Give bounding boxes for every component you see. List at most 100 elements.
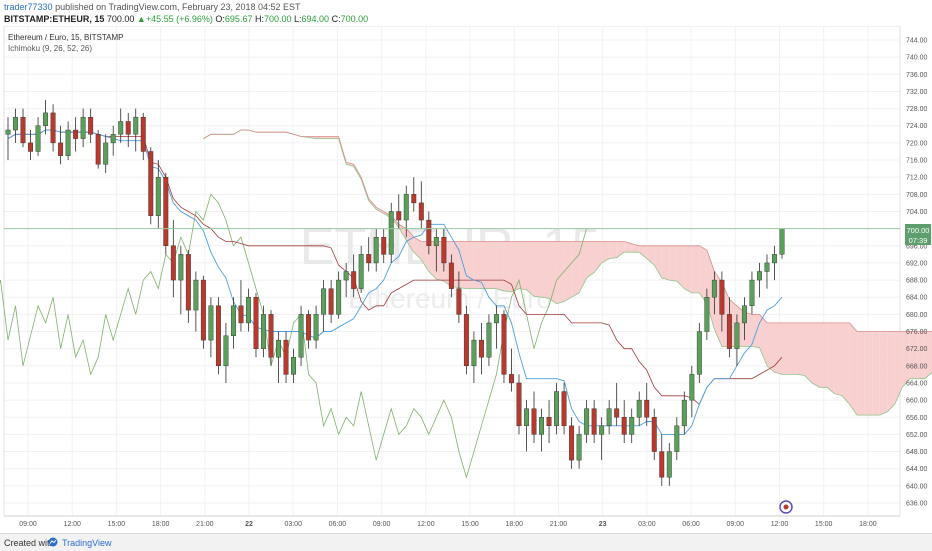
candle[interactable] [779,228,785,259]
candle[interactable] [569,417,575,469]
candle[interactable] [163,172,169,255]
candle[interactable] [696,322,702,383]
candle[interactable] [185,250,191,323]
candle[interactable] [358,245,364,293]
candle[interactable] [584,400,590,443]
candle[interactable] [711,271,717,315]
price-chart[interactable]: ETHEUR, 15 Ethereum / Euro 636.00640.006… [0,26,932,533]
candle[interactable] [35,117,41,156]
candle[interactable] [321,280,327,332]
candle[interactable] [546,400,552,443]
candle[interactable] [65,121,71,161]
candle[interactable] [726,297,732,358]
candle[interactable] [5,117,11,161]
candle[interactable] [283,331,289,383]
candle[interactable] [50,104,56,152]
candle[interactable] [501,310,507,383]
candle[interactable] [524,400,529,452]
candle[interactable] [772,245,777,281]
candle[interactable] [441,228,447,272]
candle[interactable] [118,108,124,143]
candle[interactable] [531,391,537,443]
candle[interactable] [681,391,687,435]
price-axis[interactable]: 636.00 640.00 644.00 648.00 652.00 656.00 660.… [906,38,928,508]
candle[interactable] [463,305,469,375]
candle[interactable] [636,391,642,426]
candle[interactable] [58,125,64,165]
candle[interactable] [148,147,154,225]
candle[interactable] [591,400,597,443]
candle[interactable] [230,297,236,349]
candle[interactable] [215,297,221,375]
candle[interactable] [644,382,650,426]
candle[interactable] [561,382,567,435]
candle[interactable] [621,400,627,443]
candle[interactable] [433,228,439,272]
tradingview-brand[interactable]: TradingView [62,538,112,548]
candle[interactable] [13,108,18,143]
candle[interactable] [261,305,266,358]
author-link[interactable]: trader77330 [4,2,53,12]
candle[interactable] [28,130,33,161]
candle[interactable] [336,271,342,319]
time-axis[interactable]: 09:00 12:00 15:00 18:00 21:00 22 03:00 06:00 09:… [4,515,900,528]
candle[interactable] [418,181,424,229]
candle[interactable] [741,297,747,341]
candle[interactable] [764,254,770,289]
candle[interactable] [20,108,26,148]
candle[interactable] [651,408,657,461]
candle[interactable] [674,417,680,461]
candle[interactable] [80,108,86,148]
candle[interactable] [223,322,229,383]
candle[interactable] [351,254,357,298]
candle[interactable] [704,288,710,341]
candle[interactable] [554,382,560,435]
candle[interactable] [170,220,176,298]
candle[interactable] [478,322,484,375]
candle[interactable] [456,271,462,323]
candle[interactable] [448,254,454,298]
candle[interactable] [388,202,394,263]
candle[interactable] [373,228,379,272]
candle[interactable] [133,108,139,152]
candle[interactable] [276,331,281,383]
candle[interactable] [614,382,620,426]
candle[interactable] [298,305,304,366]
candle[interactable] [396,194,402,229]
candle[interactable] [73,117,79,152]
candle[interactable] [381,228,387,263]
candle[interactable] [734,314,740,366]
candle[interactable] [757,262,762,298]
candle[interactable] [719,271,725,332]
candle[interactable] [689,365,695,418]
legend-indicator[interactable]: Ichimoku (9, 26, 52, 26) [8,44,92,53]
candle[interactable] [749,271,755,315]
candle[interactable] [291,348,297,383]
candle[interactable] [208,297,214,358]
candle[interactable] [313,305,319,349]
candle[interactable] [140,112,146,161]
candle[interactable] [629,408,635,443]
candle[interactable] [246,288,251,332]
candle[interactable] [599,417,605,461]
candle[interactable] [493,305,499,349]
candle[interactable] [426,211,432,255]
candle[interactable] [606,400,612,435]
candle[interactable] [516,374,522,435]
candle[interactable] [343,262,349,298]
candle[interactable] [238,280,244,332]
candle[interactable] [471,331,477,383]
candle[interactable] [95,130,101,169]
candle[interactable] [366,237,372,272]
candle[interactable] [486,314,492,366]
candle[interactable] [328,280,334,323]
candle[interactable] [155,160,161,229]
candle[interactable] [178,245,184,315]
candle[interactable] [253,292,259,358]
candle[interactable] [193,271,199,332]
candle[interactable] [125,112,131,148]
snapshot-icon[interactable] [779,500,793,514]
candle[interactable] [306,310,312,349]
candle[interactable] [43,100,49,135]
candle[interactable] [576,425,582,469]
